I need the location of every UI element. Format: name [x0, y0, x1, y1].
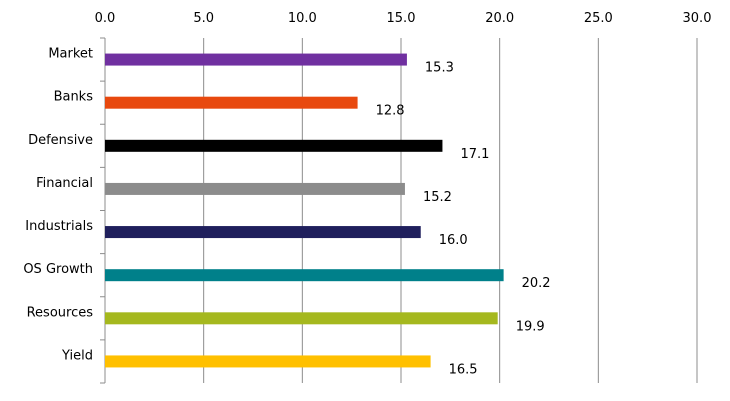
category-label: Banks [54, 90, 94, 105]
category-axis [100, 37, 106, 384]
category-label: Resources [27, 305, 94, 320]
data-label: 17.1 [460, 147, 489, 162]
data-labels: 15.3 12.8 17.1 15.2 16.0 20.2 19.9 16.5 [376, 61, 551, 378]
bars [105, 53, 504, 368]
x-axis-tick-labels: 0.0 5.0 10.0 15.0 20.0 25.0 30.0 [95, 11, 712, 26]
x-tick-label: 15.0 [387, 11, 416, 26]
bar-yield [105, 355, 431, 368]
gridlines [203, 38, 698, 383]
x-tick-label: 5.0 [193, 11, 214, 26]
data-label: 16.0 [439, 233, 468, 248]
data-label: 15.3 [425, 61, 454, 76]
x-tick-label: 30.0 [683, 11, 712, 26]
bar-banks [105, 96, 358, 109]
data-label: 15.2 [423, 190, 452, 205]
x-tick-label: 10.0 [288, 11, 317, 26]
bar-defensive [105, 139, 443, 152]
bar-industrials [105, 226, 421, 239]
bar-resources [105, 312, 498, 325]
bar-market [105, 53, 407, 66]
category-label: Financial [36, 176, 93, 191]
category-labels: Market Banks Defensive Financial Industrials… [23, 47, 93, 364]
x-tick-label: 0.0 [95, 11, 116, 26]
data-label: 19.9 [516, 319, 545, 334]
category-label: Yield [61, 348, 93, 363]
category-label: Industrials [25, 219, 93, 234]
category-label: OS Growth [23, 262, 93, 277]
bar-os-growth [105, 269, 504, 282]
bar-financial [105, 182, 405, 195]
x-tick-label: 25.0 [584, 11, 613, 26]
category-label: Market [48, 47, 93, 62]
x-tick-label: 20.0 [485, 11, 514, 26]
data-label: 20.2 [522, 276, 551, 291]
category-label: Defensive [28, 133, 93, 148]
data-label: 16.5 [449, 362, 478, 377]
data-label: 12.8 [376, 104, 405, 119]
